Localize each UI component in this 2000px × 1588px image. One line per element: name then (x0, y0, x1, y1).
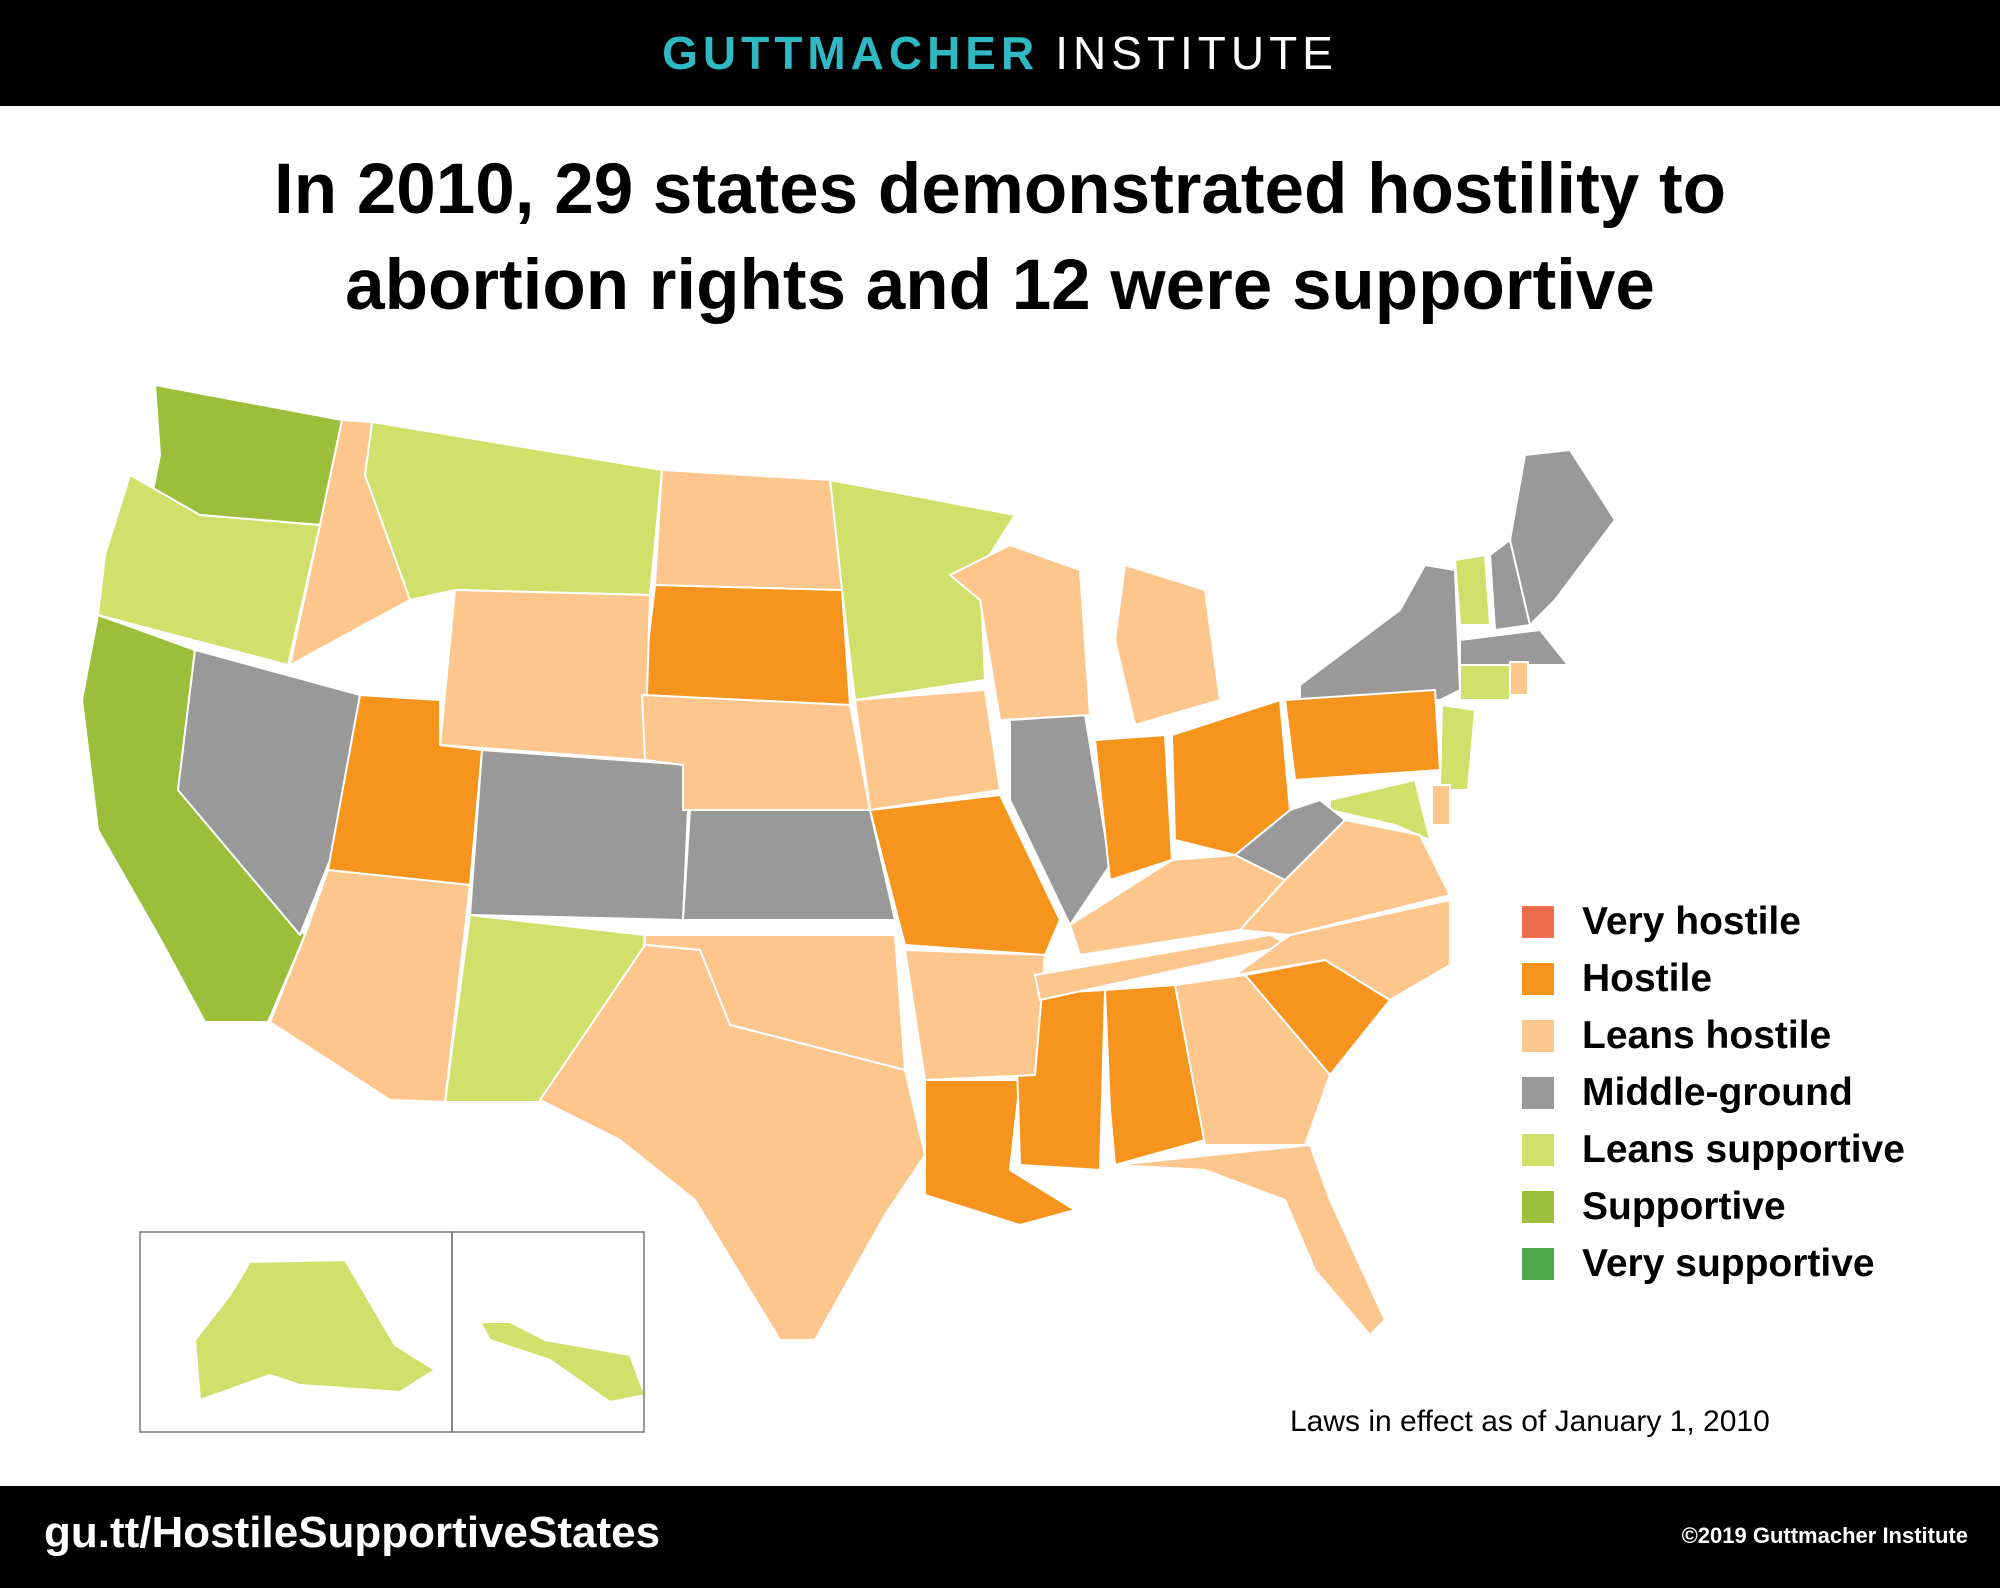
state-nv (177, 649, 361, 936)
state-hi (479, 1321, 646, 1403)
footer-bar (0, 1486, 2000, 1588)
state-or (97, 474, 321, 666)
footnote: Laws in effect as of January 1, 2010 (1290, 1405, 1770, 1438)
legend-label: Very supportive (1582, 1241, 1875, 1285)
legend-label: Leans supportive (1582, 1127, 1905, 1171)
legend-label: Middle-ground (1582, 1070, 1853, 1114)
state-ak (194, 1259, 436, 1401)
legend-item-very-hostile: Very hostile (1522, 893, 1905, 950)
state-ks (682, 809, 896, 921)
legend-swatch (1522, 1019, 1554, 1052)
state-wy (439, 589, 651, 761)
state-wi (949, 544, 1091, 721)
state-tx (539, 944, 926, 1341)
state-mi (1114, 564, 1221, 726)
state-sd (641, 584, 851, 706)
state-ga (1174, 974, 1331, 1146)
state-nd (654, 469, 843, 591)
hawaii-inset-frame (451, 1231, 645, 1433)
state-ma (1459, 629, 1569, 666)
brand-logo: GUTTMACHER INSTITUTE (0, 0, 2000, 106)
page-title: In 2010, 29 states demonstrated hostilit… (100, 142, 1900, 334)
state-mt (364, 421, 663, 601)
state-pa (1284, 689, 1441, 781)
state-ia (854, 689, 1001, 811)
legend-item-hostile: Hostile (1522, 950, 1905, 1007)
legend-item-middle-ground: Middle-ground (1522, 1064, 1905, 1121)
state-fl (1114, 1144, 1386, 1336)
legend-item-leans-hostile: Leans hostile (1522, 1007, 1905, 1064)
state-vt (1454, 554, 1491, 626)
state-ct (1459, 661, 1511, 701)
legend-item-supportive: Supportive (1522, 1178, 1905, 1235)
state-nj (1439, 704, 1476, 791)
source-link[interactable]: gu.tt/HostileSupportiveStates (44, 1508, 661, 1557)
state-ny (1299, 564, 1461, 701)
legend-swatch (1522, 1133, 1554, 1166)
legend-label: Hostile (1582, 956, 1713, 1000)
legend-item-leans-supportive: Leans supportive (1522, 1121, 1905, 1178)
state-de (1431, 784, 1451, 826)
legend: Very hostile Hostile Leans hostile Middl… (1522, 893, 1905, 1292)
state-id (289, 419, 411, 666)
title-line-2: abortion rights and 12 were supportive (345, 246, 1655, 325)
state-ne (641, 694, 871, 811)
state-ar (904, 949, 1046, 1081)
state-mo (869, 794, 1061, 956)
legend-swatch (1522, 962, 1554, 995)
state-al (1104, 984, 1206, 1166)
legend-label: Supportive (1582, 1184, 1786, 1228)
legend-swatch (1522, 905, 1554, 938)
state-ri (1509, 661, 1529, 696)
state-az (269, 869, 471, 1103)
state-oh (1171, 699, 1291, 856)
legend-item-very-supportive: Very supportive (1522, 1235, 1905, 1292)
legend-label: Leans hostile (1582, 1013, 1832, 1057)
copyright: ©2019 Guttmacher Institute (1681, 1523, 1968, 1548)
header-bar (0, 0, 2000, 106)
state-me (1509, 449, 1616, 626)
title-line-1: In 2010, 29 states demonstrated hostilit… (274, 150, 1726, 229)
legend-swatch (1522, 1247, 1554, 1280)
brand-secondary: INSTITUTE (1055, 27, 1338, 79)
legend-swatch (1522, 1076, 1554, 1109)
legend-swatch (1522, 1190, 1554, 1223)
state-nc (1234, 899, 1451, 1001)
state-co (469, 749, 691, 921)
legend-label: Very hostile (1582, 899, 1801, 943)
brand-primary: GUTTMACHER (662, 27, 1040, 79)
